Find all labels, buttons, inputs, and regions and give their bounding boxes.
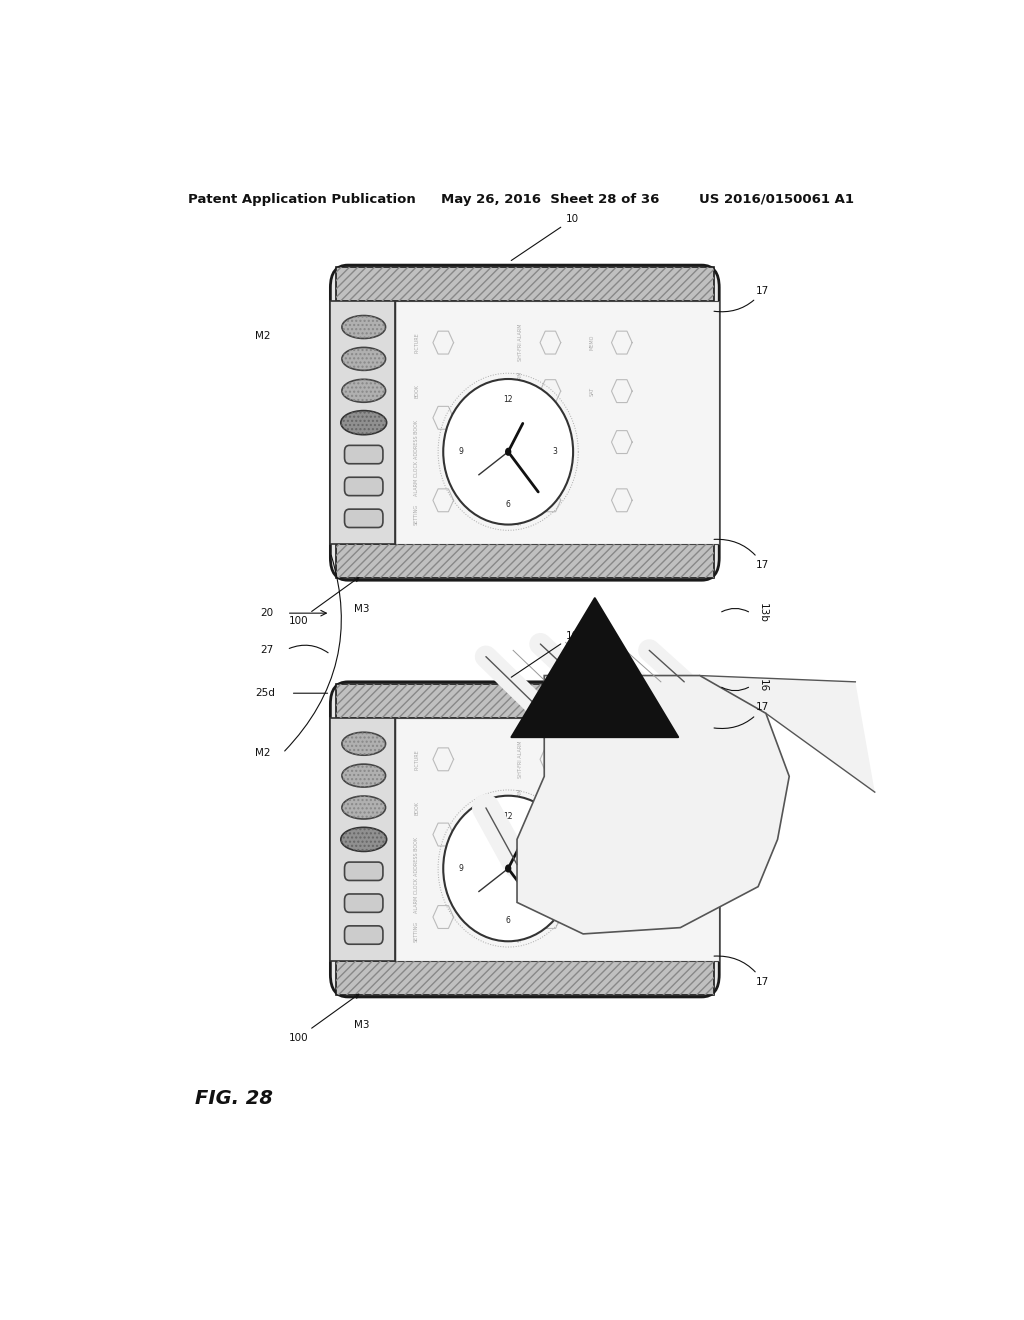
- Bar: [336, 961, 714, 995]
- Text: 10: 10: [511, 631, 579, 677]
- Bar: [336, 268, 714, 301]
- FancyBboxPatch shape: [344, 510, 383, 528]
- Bar: [336, 544, 714, 578]
- Text: 20: 20: [260, 609, 273, 618]
- Bar: [336, 544, 714, 578]
- Text: SETTING: SETTING: [518, 921, 523, 942]
- Ellipse shape: [341, 828, 387, 851]
- Bar: [336, 961, 714, 995]
- Bar: [336, 684, 714, 718]
- FancyBboxPatch shape: [331, 682, 719, 997]
- Text: M2: M2: [255, 748, 270, 758]
- Text: ADDRESS BOOK: ADDRESS BOOK: [414, 837, 419, 876]
- Text: May 26, 2016  Sheet 28 of 36: May 26, 2016 Sheet 28 of 36: [441, 193, 659, 206]
- Text: 12: 12: [504, 812, 513, 821]
- Ellipse shape: [342, 379, 386, 403]
- FancyBboxPatch shape: [331, 265, 719, 581]
- Bar: [336, 268, 714, 301]
- Text: 12: 12: [504, 395, 513, 404]
- Text: 6: 6: [506, 500, 511, 508]
- Text: BOOK: BOOK: [414, 384, 419, 399]
- Text: 9: 9: [459, 447, 464, 457]
- Text: ALARM CLOCK: ALARM CLOCK: [518, 425, 523, 459]
- Text: ADDRESS BOOK: ADDRESS BOOK: [414, 420, 419, 459]
- Text: SAT: SAT: [590, 804, 594, 813]
- Text: ALARM CLOCK: ALARM CLOCK: [414, 461, 419, 496]
- Text: ALARM CLOCK: ALARM CLOCK: [518, 841, 523, 876]
- Text: M4: M4: [485, 475, 490, 482]
- Text: 3: 3: [553, 865, 557, 873]
- Text: SUN-FRI ALARM: SUN-FRI ALARM: [518, 372, 523, 411]
- FancyBboxPatch shape: [344, 478, 383, 495]
- Ellipse shape: [443, 379, 573, 524]
- Text: M3: M3: [354, 1020, 370, 1031]
- Text: M4: M4: [485, 892, 496, 898]
- Text: ALARM CLOCK: ALARM CLOCK: [414, 878, 419, 912]
- Text: 16: 16: [758, 680, 767, 693]
- Text: MEMO: MEMO: [590, 751, 594, 767]
- Text: SETTING: SETTING: [414, 504, 419, 525]
- Ellipse shape: [342, 796, 386, 818]
- Text: SHT-FRI ALARM: SHT-FRI ALARM: [518, 323, 523, 362]
- Text: 17: 17: [714, 285, 769, 312]
- Bar: [336, 684, 714, 718]
- Text: 17: 17: [714, 956, 769, 986]
- Text: SETTING: SETTING: [414, 921, 419, 942]
- Text: 13b: 13b: [758, 603, 767, 623]
- FancyBboxPatch shape: [344, 445, 383, 463]
- Text: PICTURE: PICTURE: [414, 748, 419, 770]
- Text: BOOK: BOOK: [414, 801, 419, 814]
- Ellipse shape: [342, 733, 386, 755]
- Text: M4: M4: [485, 891, 490, 899]
- Ellipse shape: [342, 347, 386, 371]
- Text: 17: 17: [714, 702, 769, 729]
- Text: SUN-FRI ALARM: SUN-FRI ALARM: [518, 788, 523, 828]
- Text: 3: 3: [553, 447, 557, 457]
- Text: M2: M2: [255, 331, 270, 342]
- Text: US 2016/0150061 A1: US 2016/0150061 A1: [699, 193, 854, 206]
- Text: SHT-FRI ALARM: SHT-FRI ALARM: [518, 741, 523, 777]
- Text: SAT: SAT: [590, 387, 594, 396]
- Bar: [394, 718, 719, 961]
- Text: 6: 6: [506, 916, 511, 925]
- Text: M4: M4: [485, 475, 496, 482]
- FancyBboxPatch shape: [344, 925, 383, 944]
- Polygon shape: [517, 676, 790, 935]
- Bar: [331, 301, 394, 544]
- Text: 10: 10: [511, 214, 579, 260]
- Circle shape: [505, 447, 511, 455]
- Ellipse shape: [342, 764, 386, 787]
- Text: SETTING: SETTING: [518, 504, 523, 525]
- Text: 25d: 25d: [255, 688, 275, 698]
- Text: 100: 100: [289, 994, 358, 1043]
- Circle shape: [505, 865, 511, 873]
- Ellipse shape: [443, 796, 573, 941]
- Text: 27: 27: [260, 644, 273, 655]
- Bar: [331, 718, 394, 961]
- Ellipse shape: [341, 411, 387, 434]
- FancyBboxPatch shape: [344, 862, 383, 880]
- Text: 9: 9: [459, 865, 464, 873]
- Text: PICTURE: PICTURE: [414, 333, 419, 352]
- Ellipse shape: [342, 315, 386, 338]
- Polygon shape: [699, 676, 874, 792]
- Text: Patent Application Publication: Patent Application Publication: [187, 193, 416, 206]
- Text: MEMO: MEMO: [590, 335, 594, 350]
- Text: FIG. 28: FIG. 28: [196, 1089, 273, 1107]
- Text: 17: 17: [714, 540, 769, 570]
- Text: 100: 100: [289, 577, 358, 626]
- Text: M3: M3: [354, 603, 370, 614]
- FancyBboxPatch shape: [344, 894, 383, 912]
- Bar: [394, 301, 719, 544]
